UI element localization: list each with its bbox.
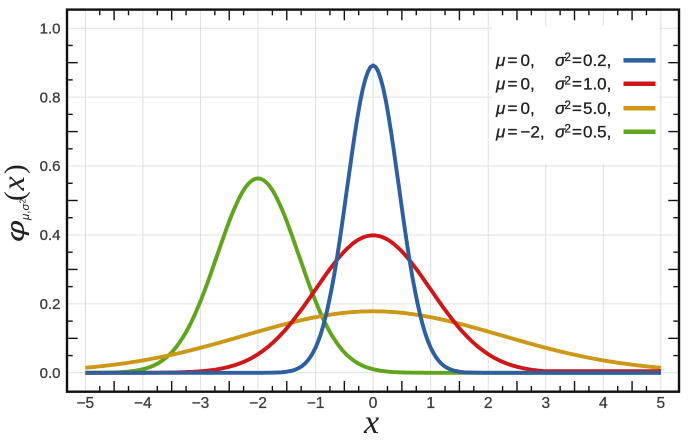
svg-text:0.5,: 0.5, [583,122,611,141]
svg-text:−2: −2 [249,395,267,412]
svg-text:1: 1 [426,395,435,412]
svg-text:x: x [0,176,31,191]
svg-text:5: 5 [657,395,666,412]
svg-text:μ: μ [495,122,506,141]
svg-text:=: = [572,99,582,118]
svg-text:=: = [572,51,582,70]
svg-text:(: ( [0,191,31,201]
svg-text:−4: −4 [134,395,152,412]
svg-text:−3: −3 [192,395,210,412]
svg-text:x: x [363,404,379,440]
svg-text:2: 2 [565,52,571,64]
svg-text:0.0: 0.0 [40,365,61,382]
svg-text:5.0,: 5.0, [583,99,611,118]
svg-text:3: 3 [541,395,550,412]
svg-text:0.8: 0.8 [40,89,61,106]
svg-text:σ: σ [555,122,566,141]
svg-text:σ: σ [555,74,566,93]
svg-text:μ: μ [495,51,506,70]
svg-text:0.2: 0.2 [40,296,61,313]
svg-text:μ,σ2: μ,σ2 [18,199,33,221]
svg-text:1.0,: 1.0, [583,74,611,93]
svg-text:0,: 0, [521,99,535,118]
svg-text:φ: φ [3,220,30,242]
svg-text:): ) [0,164,31,174]
svg-text:0: 0 [369,395,378,412]
svg-text:−2,: −2, [521,122,545,141]
svg-text:σ: σ [555,51,566,70]
svg-text:=: = [572,122,582,141]
svg-text:=: = [508,99,518,118]
svg-text:2: 2 [565,123,571,135]
svg-text:2: 2 [565,75,571,87]
svg-text:2: 2 [565,100,571,112]
svg-text:μ: μ [495,74,506,93]
svg-text:=: = [508,74,518,93]
svg-text:=: = [508,51,518,70]
svg-text:σ: σ [555,99,566,118]
svg-text:2: 2 [484,395,493,412]
svg-text:0.4: 0.4 [40,227,61,244]
svg-text:0,: 0, [521,51,535,70]
svg-text:=: = [508,122,518,141]
svg-text:μ: μ [495,99,506,118]
svg-text:−5: −5 [77,395,95,412]
svg-text:0.6: 0.6 [40,158,61,175]
svg-text:1.0: 1.0 [40,20,61,37]
svg-text:4: 4 [599,395,608,412]
svg-text:=: = [572,74,582,93]
svg-text:−1: −1 [307,395,325,412]
svg-text:0.2,: 0.2, [583,51,611,70]
svg-text:0,: 0, [521,74,535,93]
